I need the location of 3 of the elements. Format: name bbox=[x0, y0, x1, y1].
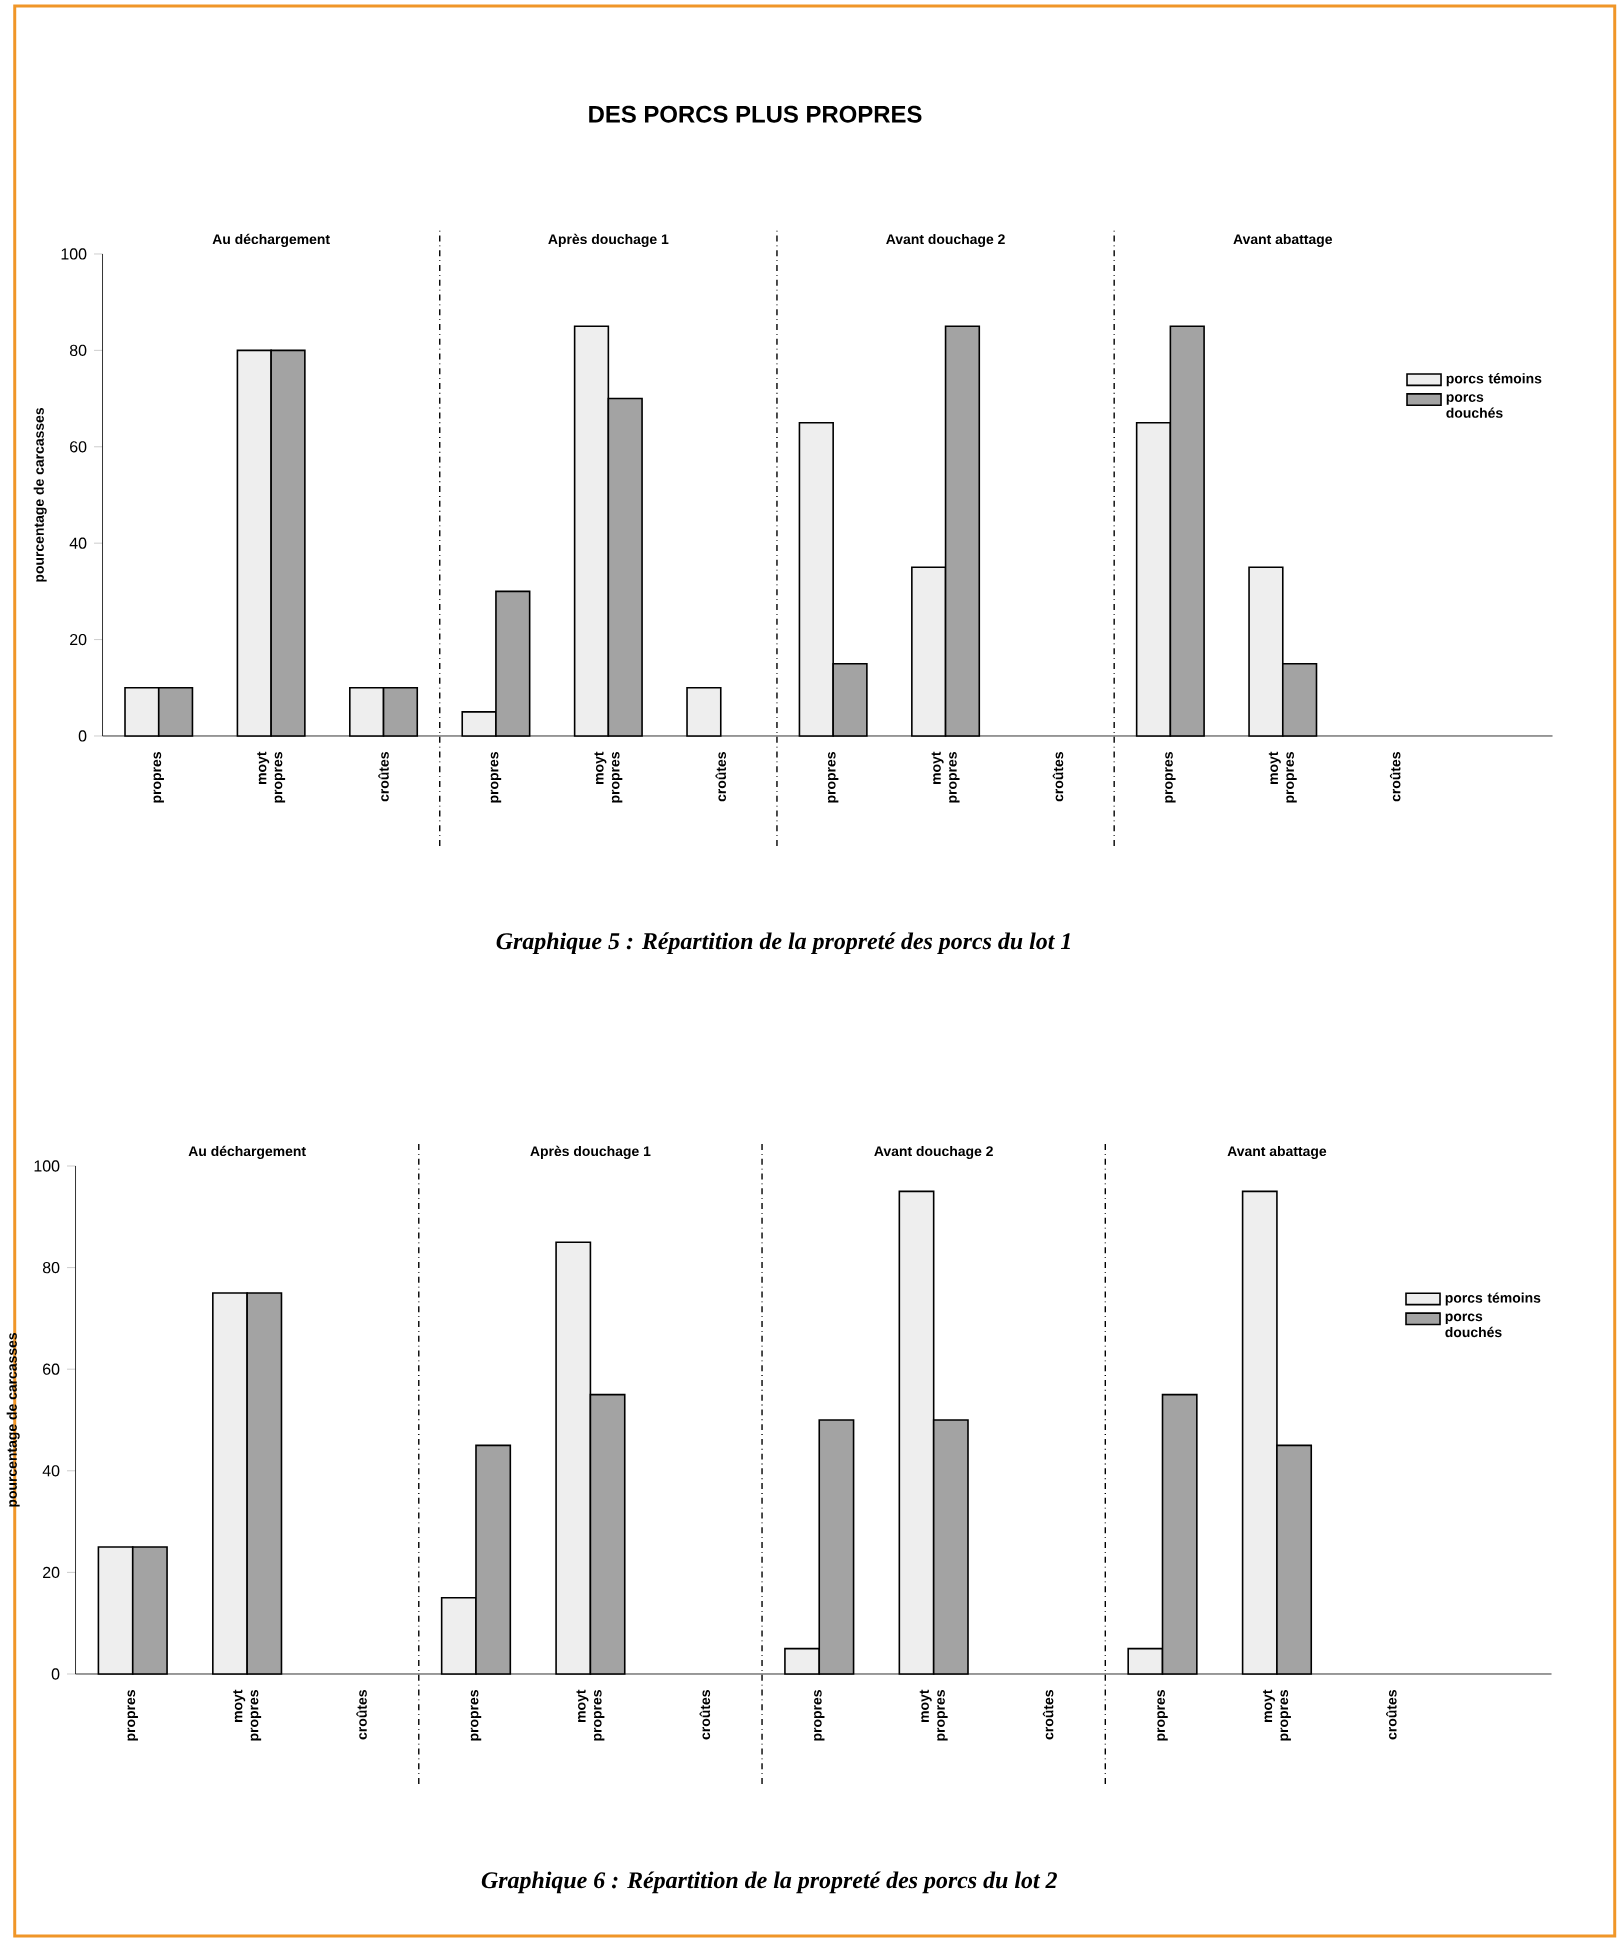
text: Graphique 5 : Répartition de la propreté des porcs du lot 1 bbox=[496, 932, 1070, 955]
text: Graphique 6 : Répartition de la propreté des porcs du lot 2 bbox=[481, 1871, 1057, 1894]
chart-title: DES PORCS PLUS PROPRES bbox=[588, 105, 922, 123]
